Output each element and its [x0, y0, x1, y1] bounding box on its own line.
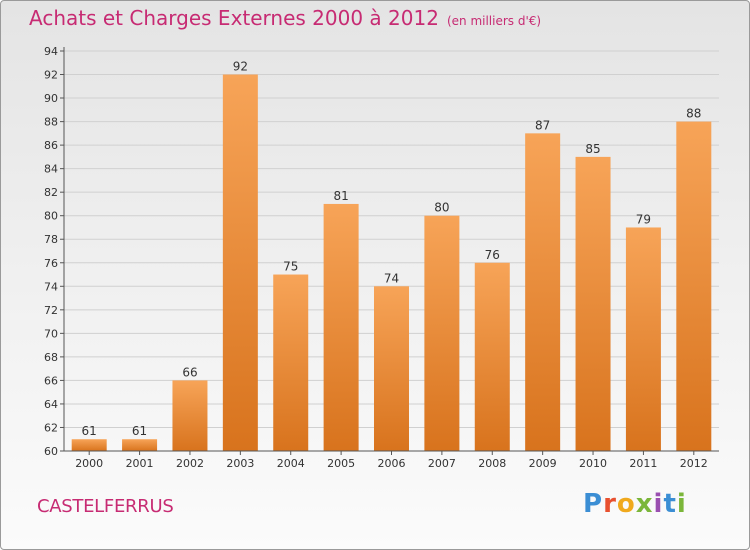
- value-label-2010: 85: [585, 142, 600, 156]
- x-tick-label-2010: 2010: [579, 457, 607, 470]
- bar-2005: [323, 203, 359, 451]
- y-tick-label: 88: [44, 116, 58, 129]
- value-label-2008: 76: [485, 248, 500, 262]
- value-label-2005: 81: [333, 189, 348, 203]
- x-tick-label-2005: 2005: [327, 457, 355, 470]
- bar-2004: [273, 274, 309, 451]
- y-tick-label: 94: [44, 45, 58, 58]
- value-label-2001: 61: [132, 424, 147, 438]
- bar-2009: [525, 133, 561, 451]
- bar-2003: [222, 74, 258, 451]
- value-label-2000: 61: [82, 424, 97, 438]
- bar-2002: [172, 380, 208, 451]
- commune-name: CASTELFERRUS: [37, 496, 174, 517]
- bar-2007: [424, 215, 460, 451]
- x-tick-label-2011: 2011: [629, 457, 657, 470]
- x-tick-label-2012: 2012: [680, 457, 708, 470]
- value-label-2002: 66: [182, 365, 197, 379]
- y-tick-label: 78: [44, 233, 58, 246]
- y-tick-label: 90: [44, 92, 58, 105]
- y-tick-label: 62: [44, 421, 58, 434]
- x-tick-label-2001: 2001: [126, 457, 154, 470]
- y-tick-label: 74: [44, 280, 58, 293]
- y-tick-label: 60: [44, 445, 58, 458]
- value-label-2004: 75: [283, 260, 298, 274]
- y-tick-label: 72: [44, 304, 58, 317]
- y-tick-label: 64: [44, 398, 58, 411]
- chart-title: Achats et Charges Externes 2000 à 2012 (e…: [29, 6, 541, 30]
- y-tick-label: 92: [44, 69, 58, 82]
- y-tick-label: 86: [44, 139, 58, 152]
- value-label-2007: 80: [434, 201, 449, 215]
- bars: 61 61 66 92 75 81 74 80 76 87 85 79 88: [71, 60, 712, 452]
- proxiti-logo: Proxiti: [583, 489, 687, 519]
- axes: 60 62 64 66 68 70 72 74 76 78 80 82 84 86 88 90 92 94 2000…: [44, 45, 719, 470]
- bar-2011: [625, 227, 661, 451]
- x-tick-label-2004: 2004: [277, 457, 305, 470]
- value-label-2006: 74: [384, 271, 399, 285]
- x-tick-label-2009: 2009: [529, 457, 557, 470]
- y-tick-label: 76: [44, 257, 58, 270]
- value-label-2009: 87: [535, 118, 550, 132]
- unit-note: (en milliers d'€): [446, 14, 542, 28]
- y-tick-label: 82: [44, 186, 58, 199]
- value-label-2003: 92: [233, 60, 248, 74]
- y-tick-label: 68: [44, 351, 58, 364]
- x-tick-label-2002: 2002: [176, 457, 204, 470]
- value-label-2012: 88: [686, 107, 701, 121]
- bar-2006: [374, 286, 409, 451]
- x-tick-label-2003: 2003: [226, 457, 254, 470]
- x-tick-label-2000: 2000: [75, 457, 103, 470]
- y-tick-label: 84: [44, 163, 58, 176]
- title-text: Achats et Charges Externes 2000 à 2012: [29, 6, 439, 30]
- y-tick-label: 66: [44, 374, 58, 387]
- x-tick-label-2008: 2008: [478, 457, 506, 470]
- x-tick-label-2007: 2007: [428, 457, 456, 470]
- y-tick-label: 80: [44, 210, 58, 223]
- y-tick-label: 70: [44, 327, 58, 340]
- bar-2001: [122, 439, 158, 451]
- bar-2012: [676, 121, 712, 452]
- x-tick-label-2006: 2006: [378, 457, 406, 470]
- bar-2000: [71, 439, 107, 451]
- bar-2010: [575, 156, 611, 451]
- value-label-2011: 79: [636, 212, 651, 226]
- bar-2008: [474, 262, 510, 451]
